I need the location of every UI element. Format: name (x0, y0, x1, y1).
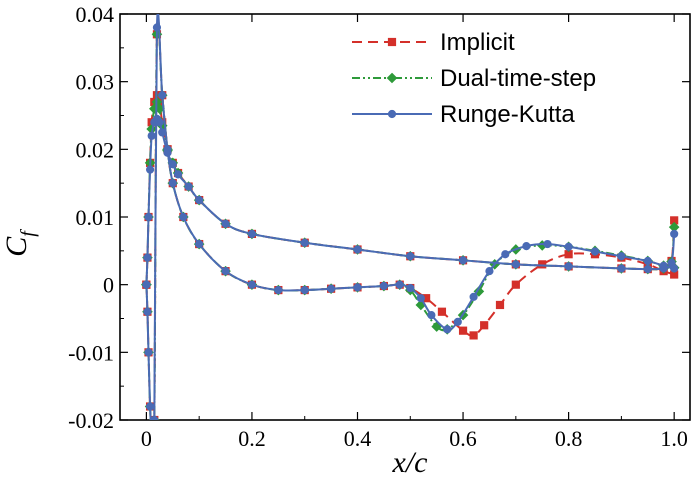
x-tick-label: 0.4 (344, 426, 372, 451)
data-point-marker (353, 283, 362, 292)
data-point-marker (300, 238, 309, 247)
data-point-marker (443, 325, 452, 334)
data-point-marker (168, 179, 177, 188)
legend-item: Implicit (352, 29, 515, 56)
x-axis-label: x/c (392, 446, 428, 478)
legend-label: Dual-time-step (440, 65, 596, 92)
data-point-marker (469, 292, 478, 301)
x-tick-label: 0 (141, 426, 152, 451)
data-point-marker (144, 348, 153, 357)
data-point-marker (564, 242, 573, 251)
legend-item: Runge-Kutta (352, 101, 575, 128)
data-point-marker (152, 23, 162, 32)
legend: Implicit Dual-time-step Runge-Kutta (352, 29, 596, 128)
data-point-marker (184, 182, 193, 191)
data-point-marker (150, 415, 159, 420)
data-point-marker (495, 300, 505, 310)
series-lines (141, 14, 680, 420)
data-point-marker (353, 245, 362, 254)
series-dual-time-step (141, 16, 680, 420)
y-tick-label: 0.04 (76, 2, 115, 27)
data-point-marker (469, 331, 478, 340)
data-point-marker (406, 252, 415, 261)
data-point-marker (437, 307, 447, 316)
y-tick-label: 0.03 (76, 70, 115, 95)
y-tick-label: -0.02 (68, 408, 114, 433)
y-tick-label: -0.01 (68, 340, 114, 365)
data-point-marker (427, 311, 436, 320)
data-point-marker (327, 284, 336, 293)
y-axis-label: Cf (0, 229, 39, 257)
data-point-marker (144, 212, 153, 222)
data-point-marker (643, 265, 652, 274)
data-point-marker (564, 262, 573, 271)
plot-frame (119, 13, 691, 421)
y-tick-label: 0.02 (76, 137, 115, 162)
data-point-marker (590, 247, 600, 256)
data-point-marker (480, 321, 489, 330)
data-point-marker (538, 260, 547, 269)
data-point-marker (145, 165, 155, 174)
x-tick-label: 0.8 (555, 426, 583, 451)
data-point-marker (147, 131, 156, 140)
data-point-marker (485, 267, 494, 276)
data-point-marker (379, 281, 388, 291)
data-point-marker (511, 260, 520, 269)
data-point-marker (543, 239, 552, 249)
data-point-marker (145, 402, 155, 411)
legend-swatch-marker (387, 109, 397, 119)
data-point-marker (453, 317, 462, 326)
data-point-marker (406, 283, 415, 293)
data-point-marker (416, 294, 425, 303)
series-implicit (142, 16, 679, 420)
y-axis-label-group: Cf (0, 229, 39, 257)
series-runge-kutta (142, 14, 679, 420)
data-point-marker (195, 195, 204, 205)
data-point-marker (179, 212, 188, 222)
legend-swatch-marker (387, 37, 397, 47)
y-tick-label: 0.01 (76, 205, 115, 230)
data-point-marker (274, 285, 283, 295)
legend-label: Implicit (440, 29, 515, 56)
data-point-marker (458, 326, 468, 335)
legend-label: Runge-Kutta (440, 101, 575, 128)
data-point-marker (670, 229, 679, 239)
data-point-marker (300, 285, 309, 295)
y-tick-label: 0 (103, 273, 114, 298)
plot-frame-rect (119, 13, 691, 421)
data-point-marker (221, 267, 230, 276)
data-point-marker (511, 280, 520, 289)
legend-item: Dual-time-step (352, 65, 596, 92)
data-point-marker (158, 91, 167, 100)
data-point-marker (501, 250, 510, 259)
data-point-marker (670, 264, 679, 273)
data-point-marker (617, 252, 626, 261)
x-tick-label: 1.0 (660, 426, 688, 451)
data-point-marker (163, 145, 172, 154)
data-point-marker (247, 229, 257, 239)
data-point-marker (142, 280, 151, 289)
data-point-marker (617, 264, 626, 273)
data-point-marker (143, 253, 152, 262)
data-point-marker (458, 256, 468, 265)
x-tick-label: 0.2 (238, 426, 266, 451)
data-point-marker (143, 307, 152, 316)
legend-swatch-marker (386, 72, 398, 84)
x-tick-label: 0.6 (449, 426, 477, 451)
data-point-marker (195, 239, 204, 249)
data-point-marker (395, 280, 404, 289)
tick-labels: 0 0.2 0.4 0.6 0.8 1.0 -0.02 -0.01 0 0.01 0.02 0.03 0… (68, 2, 688, 451)
data-point-marker (221, 219, 230, 228)
data-point-marker (473, 286, 485, 297)
data-point-marker (173, 170, 183, 179)
data-point-marker (659, 261, 668, 270)
data-point-marker (247, 280, 257, 289)
data-point-marker (643, 256, 652, 266)
data-point-marker (522, 241, 531, 251)
